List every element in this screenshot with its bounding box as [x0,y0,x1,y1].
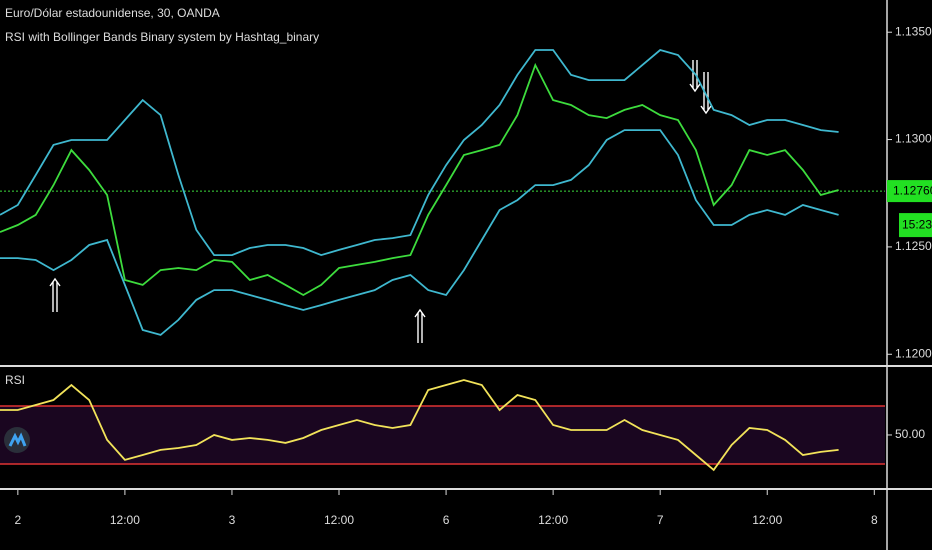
y-tick-label: 50.00 [895,427,925,441]
current-price-box [887,180,932,203]
x-tick-label: 6 [443,513,450,527]
countdown-label: 15:23 [902,217,932,231]
x-tick-label: 12:00 [110,513,140,527]
x-tick-label: 12:00 [752,513,782,527]
y-tick-label: 1.13500 [895,24,932,38]
series-line [0,62,839,297]
series-line [0,49,839,257]
x-tick-label: 7 [657,513,664,527]
series-line [0,379,839,472]
down-arrow [689,60,701,93]
rsi-band-fill [0,406,885,464]
symbol-title: Euro/Dólar estadounidense, 30, OANDA [5,6,220,20]
x-tick-label: 3 [229,513,236,527]
y-tick-label: 1.12500 [895,239,932,253]
current-price-label: 1.12760 [893,183,932,197]
y-tick-label: 1.12000 [895,346,932,360]
up-arrow [414,308,426,343]
indicator-title: RSI with Bollinger Bands Binary system b… [5,30,319,44]
x-tick-label: 8 [871,513,878,527]
y-tick-label: 1.13000 [895,132,932,146]
rsi-title: RSI [5,373,25,387]
series-line [0,129,839,336]
x-tick-label: 12:00 [538,513,568,527]
countdown-box [899,213,932,238]
up-arrow [49,277,61,312]
x-tick-label: 2 [14,513,21,527]
x-tick-label: 12:00 [324,513,354,527]
logo-icon [8,432,27,447]
